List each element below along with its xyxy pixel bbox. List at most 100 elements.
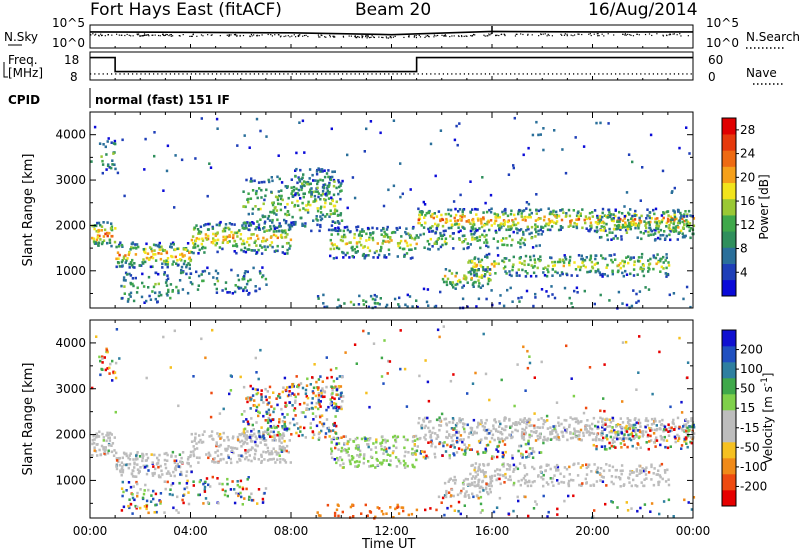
scatter-cell xyxy=(650,428,654,432)
scatter-cell xyxy=(606,425,609,428)
scatter-cell xyxy=(386,225,389,229)
scatter-cell xyxy=(302,192,305,196)
scatter-cell xyxy=(537,133,540,137)
scatter-cell xyxy=(429,420,432,423)
scatter-cell xyxy=(526,225,529,229)
scatter-cell xyxy=(346,450,349,454)
scatter-cell xyxy=(610,429,613,433)
scatter-cell xyxy=(327,426,330,430)
scatter-cell xyxy=(561,148,564,151)
scatter-cell xyxy=(348,458,351,462)
scatter-cell xyxy=(266,419,270,422)
scatter-cell xyxy=(171,255,174,259)
scatter-cell xyxy=(676,221,680,225)
scatter-cell xyxy=(567,225,570,228)
scatter-cell xyxy=(339,456,342,459)
scatter-cell xyxy=(415,449,419,453)
scatter-cell xyxy=(316,223,319,227)
scatter-cell xyxy=(522,153,525,157)
scatter-cell xyxy=(447,491,451,494)
scatter-cell xyxy=(347,447,350,450)
scatter-cell xyxy=(330,449,334,453)
scatter-cell xyxy=(367,438,371,442)
scatter-cell xyxy=(206,501,210,504)
scatter-cell xyxy=(189,450,193,454)
scatter-cell xyxy=(352,440,356,443)
scatter-cell xyxy=(668,233,671,237)
scatter-cell xyxy=(656,227,659,231)
scatter-cell xyxy=(484,471,487,474)
scatter-cell xyxy=(282,386,285,389)
scatter-cell xyxy=(242,420,245,423)
scatter-cell xyxy=(658,220,661,223)
scatter-cell xyxy=(297,427,300,430)
scatter-cell xyxy=(520,212,523,215)
scatter-cell xyxy=(271,201,274,205)
scatter-cell xyxy=(289,227,292,231)
nsearch-point xyxy=(656,33,658,35)
nsearch-point xyxy=(458,35,460,38)
scatter-cell xyxy=(537,474,540,477)
scatter-cell xyxy=(224,489,227,493)
scatter-cell xyxy=(625,303,629,307)
scatter-cell xyxy=(642,433,645,436)
scatter-cell xyxy=(617,263,621,267)
scatter-cell xyxy=(383,446,387,449)
scatter-cell xyxy=(333,514,337,517)
nsearch-point xyxy=(407,36,410,38)
nsearch-point xyxy=(424,36,426,39)
scatter-cell xyxy=(420,426,423,430)
scatter-cell xyxy=(260,180,263,184)
scatter-cell xyxy=(528,433,531,437)
scatter-cell xyxy=(216,477,219,480)
scatter-cell xyxy=(429,440,433,444)
scatter-cell xyxy=(112,454,116,457)
scatter-cell xyxy=(524,442,528,446)
scatter-cell xyxy=(590,431,593,435)
scatter-cell xyxy=(501,427,504,430)
scatter-cell xyxy=(333,204,337,208)
scatter-cell xyxy=(555,220,559,223)
scatter-cell xyxy=(620,426,624,429)
scatter-cell xyxy=(291,392,294,395)
scatter-cell xyxy=(390,239,393,242)
scatter-cell xyxy=(502,428,506,432)
scatter-cell xyxy=(471,260,474,263)
scatter-cell xyxy=(254,285,257,288)
scatter-cell xyxy=(330,385,333,389)
scatter-cell xyxy=(214,269,218,273)
scatter-cell xyxy=(327,197,331,200)
scatter-cell xyxy=(549,438,553,441)
scatter-cell xyxy=(673,213,676,217)
scatter-cell xyxy=(442,444,445,448)
scatter-cell xyxy=(121,259,124,262)
scatter-cell xyxy=(471,224,475,227)
scatter-cell xyxy=(351,176,355,179)
scatter-cell xyxy=(294,220,297,224)
scatter-cell xyxy=(380,510,384,513)
scatter-cell xyxy=(331,243,335,247)
scatter-cell xyxy=(338,375,342,378)
nsearch-point xyxy=(365,35,367,37)
scatter-cell xyxy=(388,253,391,256)
scatter-cell xyxy=(415,234,418,237)
scatter-cell xyxy=(611,270,614,273)
scatter-cell xyxy=(131,265,135,269)
scatter-cell xyxy=(567,483,570,487)
scatter-cell xyxy=(550,285,553,288)
scatter-cell xyxy=(395,446,398,450)
scatter-cell xyxy=(291,385,294,389)
scatter-cell xyxy=(250,233,253,236)
scatter-cell xyxy=(417,221,420,225)
scatter-cell xyxy=(268,418,271,422)
scatter-cell xyxy=(691,431,694,434)
scatter-cell xyxy=(446,436,449,440)
scatter-cell xyxy=(599,479,602,482)
scatter-cell xyxy=(301,224,305,227)
scatter-cell xyxy=(607,122,610,125)
scatter-cell xyxy=(653,239,657,242)
scatter-cell xyxy=(222,431,225,435)
scatter-cell xyxy=(557,421,560,425)
nsearch-point xyxy=(413,36,415,38)
scatter-cell xyxy=(369,232,372,235)
